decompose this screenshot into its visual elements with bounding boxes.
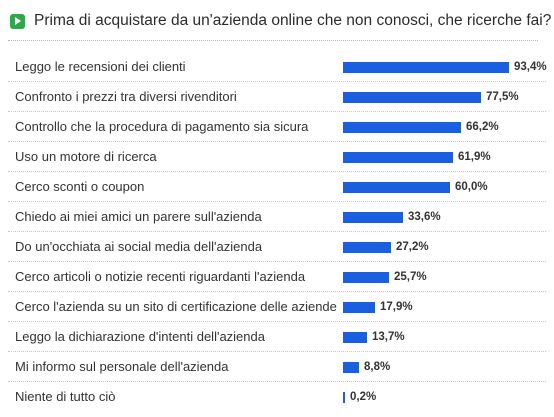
value-label: 17,9% <box>380 301 413 313</box>
chart-title: Prima di acquistare da un'azienda online… <box>34 12 552 29</box>
chart-row: Niente di tutto ciò 0,2% <box>0 382 554 412</box>
category-label: Confronto i prezzi tra diversi rivendito… <box>15 89 237 104</box>
chart-row: Cerco articoli o notizie recenti riguard… <box>0 262 554 292</box>
value-label: 27,2% <box>396 241 429 253</box>
chart-row: Leggo le recensioni dei clienti 93,4% <box>0 52 554 82</box>
chart-row: Chiedo ai miei amici un parere sull'azie… <box>0 202 554 232</box>
chart-row: Mi informo sul personale dell'azienda 8,8… <box>0 352 554 382</box>
value-label: 93,4% <box>514 61 547 73</box>
category-label: Leggo le recensioni dei clienti <box>15 59 186 74</box>
chart-row: Controllo che la procedura di pagamento … <box>0 112 554 142</box>
bar <box>343 332 367 343</box>
chart-header: Prima di acquistare da un'azienda online… <box>8 8 551 34</box>
bar <box>343 272 389 283</box>
bar <box>343 362 359 373</box>
bar <box>343 122 461 133</box>
chart-row: Uso un motore di ricerca 61,9% <box>0 142 554 172</box>
category-label: Cerco articoli o notizie recenti riguard… <box>15 269 306 284</box>
value-label: 66,2% <box>466 121 499 133</box>
bar <box>343 182 450 193</box>
bar <box>343 302 375 313</box>
category-label: Mi informo sul personale dell'azienda <box>15 359 229 374</box>
value-label: 25,7% <box>394 271 427 283</box>
chart-row: Leggo la dichiarazione d'intenti dell'az… <box>0 322 554 352</box>
play-icon <box>10 13 25 29</box>
category-label: Leggo la dichiarazione d'intenti dell'az… <box>15 329 265 344</box>
value-label: 8,8% <box>364 361 391 373</box>
chart-row: Cerco l'azienda su un sito di certificaz… <box>0 292 554 322</box>
bar <box>343 152 453 163</box>
bar <box>343 92 481 103</box>
value-label: 61,9% <box>458 151 491 163</box>
category-label: Niente di tutto ciò <box>15 389 116 404</box>
category-label: Cerco sconti o coupon <box>15 179 145 194</box>
category-label: Uso un motore di ricerca <box>15 149 157 164</box>
value-label: 60,0% <box>455 181 488 193</box>
bar <box>343 392 345 403</box>
bar <box>343 242 391 253</box>
bar <box>343 62 509 73</box>
bar-chart: Leggo le recensioni dei clienti 93,4% Conf… <box>0 52 554 412</box>
value-label: 33,6% <box>408 211 441 223</box>
chart-row: Do un'occhiata ai social media dell'azie… <box>0 232 554 262</box>
chart-row: Confronto i prezzi tra diversi rivendito… <box>0 82 554 112</box>
chart-row: Cerco sconti o coupon 60,0% <box>0 172 554 202</box>
value-label: 13,7% <box>372 331 405 343</box>
value-label: 77,5% <box>486 91 519 103</box>
value-label: 0,2% <box>350 391 377 403</box>
category-label: Chiedo ai miei amici un parere sull'azie… <box>15 209 262 224</box>
header-divider <box>8 40 538 41</box>
category-label: Do un'occhiata ai social media dell'azie… <box>15 239 263 254</box>
category-label: Controllo che la procedura di pagamento … <box>15 119 309 134</box>
bar <box>343 212 403 223</box>
category-label: Cerco l'azienda su un sito di certificaz… <box>15 299 337 314</box>
